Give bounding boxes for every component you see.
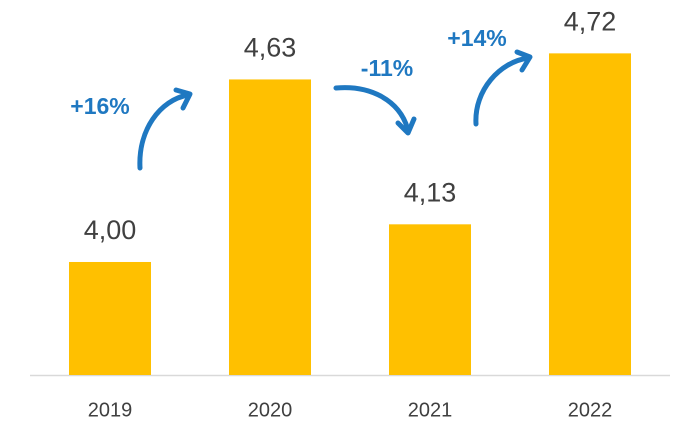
arrow-head	[514, 49, 533, 73]
value-label: 4,00	[84, 215, 137, 245]
x-tick-label: 2019	[88, 399, 133, 421]
bar	[69, 261, 151, 375]
bar	[229, 79, 311, 375]
arrow-head	[173, 87, 193, 111]
bar	[549, 53, 631, 375]
x-tick-label: 2021	[408, 399, 453, 421]
x-tick-label: 2020	[248, 399, 293, 421]
value-label: 4,13	[404, 177, 457, 207]
annotation: +14%	[447, 25, 506, 51]
annotation: -11%	[361, 55, 413, 81]
arrow	[473, 55, 531, 127]
value-label: 4,72	[564, 6, 617, 36]
bar	[389, 224, 471, 375]
annotation: +16%	[70, 93, 129, 119]
arrows	[137, 49, 533, 171]
arrow	[333, 85, 411, 133]
arrow	[137, 92, 191, 171]
x-tick-label: 2022	[568, 399, 613, 421]
arrow-head	[395, 116, 417, 136]
value-label: 4,63	[244, 33, 297, 63]
